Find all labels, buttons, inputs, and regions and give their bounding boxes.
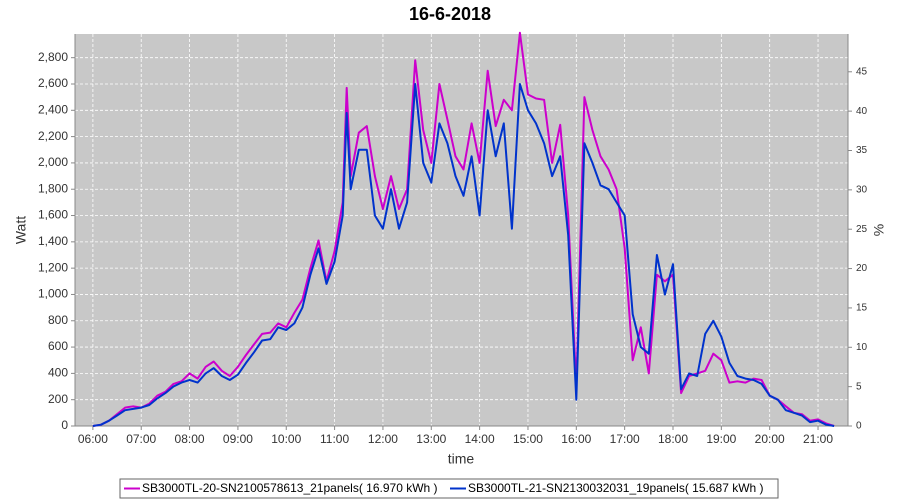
y-tick-label: 1,200 [38, 260, 68, 274]
x-tick-label: 13:00 [416, 432, 446, 446]
plot-area [75, 34, 848, 426]
y-tick-label: 600 [48, 339, 68, 353]
x-tick-label: 12:00 [368, 432, 398, 446]
legend-label: SB3000TL-20-SN2100578613_21panels( 16.97… [142, 481, 438, 495]
y-tick-label: 1,000 [38, 287, 68, 301]
y-tick-label: 400 [48, 366, 68, 380]
x-tick-label: 09:00 [223, 432, 253, 446]
x-tick-label: 08:00 [175, 432, 205, 446]
y-tick-label: 2,800 [38, 50, 68, 64]
y-tick-label: 1,800 [38, 181, 68, 195]
x-tick-label: 11:00 [320, 432, 349, 446]
x-tick-label: 16:00 [561, 432, 591, 446]
y2-tick-label: 0 [856, 421, 862, 432]
y2-tick-label: 15 [856, 303, 868, 314]
x-tick-label: 15:00 [513, 432, 543, 446]
y-tick-label: 200 [48, 392, 68, 406]
y-tick-label: 800 [48, 313, 68, 327]
x-tick-label: 10:00 [271, 432, 301, 446]
y-tick-label: 2,200 [38, 129, 68, 143]
x-tick-label: 17:00 [610, 432, 640, 446]
y-tick-label: 1,600 [38, 208, 68, 222]
y-tick-label: 1,400 [38, 234, 68, 248]
y2-tick-label: 45 [856, 66, 868, 77]
y2-tick-label: 20 [856, 263, 868, 274]
x-tick-label: 14:00 [465, 432, 495, 446]
legend-label: SB3000TL-21-SN2130032031_19panels( 15.68… [468, 481, 764, 495]
series-line [92, 31, 835, 427]
x-tick-label: 07:00 [126, 432, 156, 446]
y2-tick-label: 35 [856, 145, 868, 156]
y-tick-label: 2,600 [38, 76, 68, 90]
x-tick-label: 19:00 [706, 432, 736, 446]
x-tick-label: 18:00 [658, 432, 688, 446]
y2-tick-label: 40 [856, 106, 868, 117]
y2-tick-label: 5 [856, 381, 862, 392]
y2-tick-label: 30 [856, 184, 868, 195]
y2-tick-label: 10 [856, 342, 868, 353]
x-axis-label: time [448, 451, 475, 467]
y-tick-label: 2,400 [38, 102, 68, 116]
y-tick-label: 0 [61, 418, 68, 432]
x-tick-label: 21:00 [803, 432, 833, 446]
y2-tick-label: 25 [856, 224, 868, 235]
y2-axis-label: % [871, 224, 887, 236]
x-tick-label: 20:00 [755, 432, 785, 446]
legend-box [119, 478, 779, 499]
y-tick-label: 2,000 [38, 155, 68, 169]
chart-title: 16-6-2018 [409, 4, 491, 24]
x-tick-label: 06:00 [78, 432, 108, 446]
y-axis-label: Watt [13, 216, 29, 244]
series-line [92, 83, 835, 427]
